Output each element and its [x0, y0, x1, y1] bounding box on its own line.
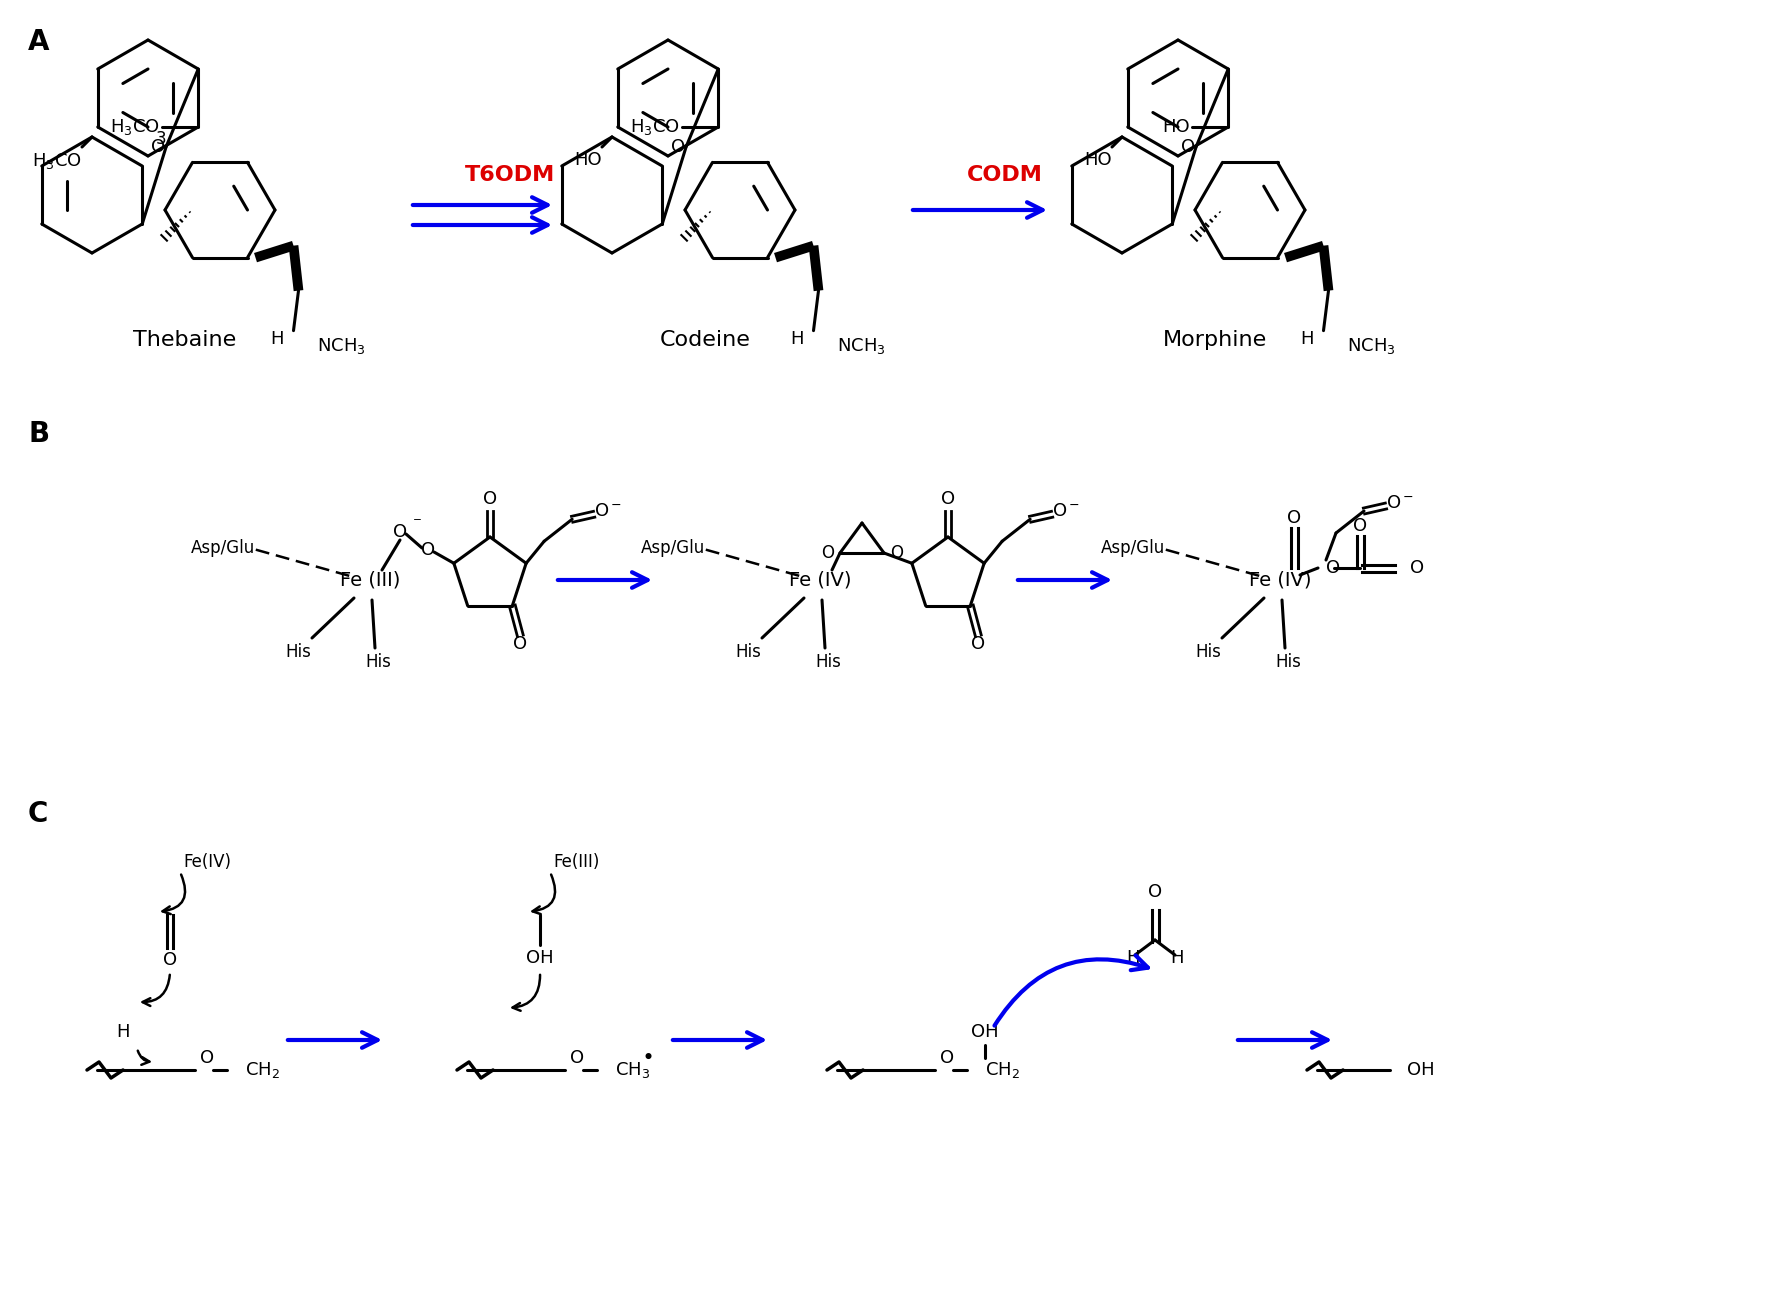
Text: NCH$_3$: NCH$_3$	[836, 336, 884, 355]
Text: NCH$_3$: NCH$_3$	[1346, 336, 1396, 355]
Text: His: His	[1195, 643, 1220, 662]
Text: Codeine: Codeine	[659, 329, 751, 350]
Text: O: O	[671, 137, 686, 155]
Text: O: O	[821, 544, 835, 562]
Text: O: O	[1327, 559, 1341, 578]
Text: HO: HO	[1085, 151, 1112, 169]
Text: CH$_2$: CH$_2$	[986, 1059, 1019, 1080]
Text: O: O	[1181, 137, 1195, 155]
Text: Asp/Glu: Asp/Glu	[1101, 539, 1165, 557]
Text: O: O	[1147, 882, 1162, 901]
Text: Fe(IV): Fe(IV)	[183, 853, 231, 871]
Text: HO: HO	[1163, 118, 1190, 136]
Text: $^{-}$: $^{-}$	[412, 517, 423, 531]
Text: His: His	[366, 652, 391, 671]
Text: Fe (III): Fe (III)	[339, 571, 400, 589]
Text: A: A	[28, 28, 50, 56]
Text: $\bullet$: $\bullet$	[641, 1047, 654, 1066]
Text: OH: OH	[1407, 1061, 1435, 1079]
Text: O: O	[163, 951, 178, 969]
Text: O: O	[392, 523, 407, 541]
Text: O: O	[1410, 559, 1424, 578]
Text: O$^-$: O$^-$	[595, 503, 622, 521]
Text: O$^-$: O$^-$	[1051, 503, 1080, 521]
Text: B: B	[28, 420, 50, 448]
Text: His: His	[815, 652, 842, 671]
Text: H$_3$CO: H$_3$CO	[110, 118, 160, 137]
Text: Asp/Glu: Asp/Glu	[190, 539, 256, 557]
Text: HO: HO	[574, 151, 602, 169]
Text: H: H	[1126, 950, 1140, 966]
Text: His: His	[735, 643, 760, 662]
Text: O$^-$: O$^-$	[1385, 494, 1414, 512]
Text: Fe (IV): Fe (IV)	[1249, 571, 1311, 589]
Text: His: His	[286, 643, 311, 662]
Text: O: O	[890, 544, 902, 562]
Text: H$_3$CO: H$_3$CO	[630, 118, 680, 137]
Text: H$_3$CO: H$_3$CO	[32, 151, 82, 171]
Text: O: O	[421, 541, 435, 559]
Text: C: C	[28, 800, 48, 828]
Text: O: O	[940, 1049, 954, 1067]
Text: OH: OH	[526, 950, 554, 966]
Text: OH: OH	[971, 1023, 998, 1041]
Text: H: H	[1300, 329, 1312, 348]
Text: O: O	[941, 490, 955, 508]
Text: O: O	[1288, 509, 1302, 527]
Text: His: His	[1275, 652, 1302, 671]
Text: CODM: CODM	[968, 165, 1043, 185]
Text: 3: 3	[156, 130, 167, 149]
Text: H: H	[790, 329, 803, 348]
Text: NCH$_3$: NCH$_3$	[316, 336, 366, 355]
Text: Asp/Glu: Asp/Glu	[641, 539, 705, 557]
Text: O: O	[483, 490, 497, 508]
Text: CH$_3$: CH$_3$	[614, 1059, 650, 1080]
Text: H: H	[270, 329, 282, 348]
Text: Morphine: Morphine	[1163, 329, 1266, 350]
Text: O: O	[570, 1049, 584, 1067]
Text: CH$_2$: CH$_2$	[245, 1059, 281, 1080]
Text: H: H	[1170, 950, 1185, 966]
Text: O: O	[513, 634, 527, 652]
Text: O: O	[201, 1049, 215, 1067]
Text: Fe (IV): Fe (IV)	[789, 571, 851, 589]
Text: T6ODM: T6ODM	[465, 165, 556, 185]
Text: Fe(III): Fe(III)	[552, 853, 599, 871]
Text: O: O	[971, 634, 986, 652]
Text: H: H	[115, 1023, 130, 1041]
Text: O: O	[151, 137, 165, 155]
Text: O: O	[1353, 517, 1368, 535]
Text: Thebaine: Thebaine	[133, 329, 236, 350]
